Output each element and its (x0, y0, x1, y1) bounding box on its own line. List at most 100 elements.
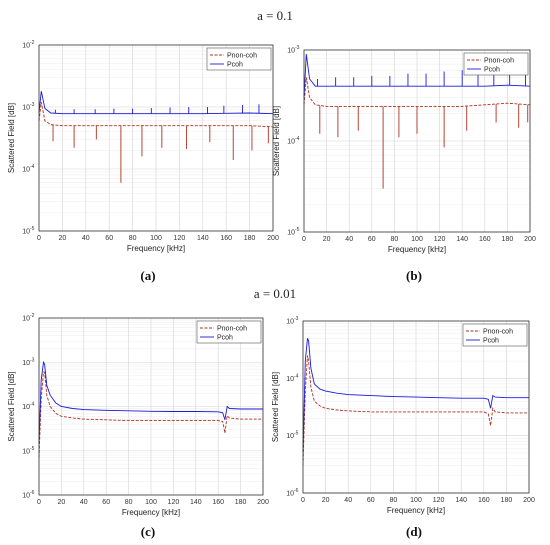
x-tick-label: 20 (322, 497, 330, 504)
legend-label: Pcoh (483, 338, 499, 345)
y-tick-exponent: -4 (30, 402, 35, 408)
panel-label-a: (a) (140, 268, 156, 283)
x-tick-label: 120 (433, 497, 445, 504)
x-tick-label: 140 (190, 499, 202, 506)
legend-box (196, 320, 262, 344)
y-tick-exponent: -4 (30, 164, 35, 170)
y-tick-exponent: -5 (295, 227, 300, 233)
x-tick-label: 200 (523, 497, 535, 504)
x-tick-label: 100 (145, 499, 157, 506)
legend-box (463, 52, 529, 76)
x-tick-label: 160 (479, 236, 491, 243)
x-tick-label: 180 (244, 235, 256, 242)
y-axis-label: Scattered Field [dB] (7, 371, 16, 441)
x-tick-label: 180 (502, 236, 514, 243)
panel-label-c: (c) (140, 524, 156, 539)
y-tick-label: 10 (22, 360, 30, 367)
y-tick-label: 10 (22, 167, 30, 174)
y-tick-label: 10 (22, 43, 30, 50)
series-line-pcoh (302, 338, 529, 453)
y-tick-label: 10 (22, 229, 30, 236)
panel-label-d: (d) (406, 524, 422, 539)
x-tick-label: 0 (37, 235, 41, 242)
y-tick-exponent: -3 (30, 102, 35, 108)
x-tick-label: 40 (82, 235, 90, 242)
x-tick-label: 60 (368, 236, 376, 243)
plot-frame (302, 320, 530, 494)
y-tick-label: 10 (22, 404, 30, 411)
y-tick-exponent: -2 (30, 313, 35, 319)
x-tick-label: 140 (197, 235, 209, 242)
x-tick-label: 160 (478, 497, 490, 504)
series-line-pnon-coh (303, 77, 531, 107)
x-tick-label: 40 (345, 236, 353, 243)
y-axis-label: Scattered Field [dB] (7, 103, 16, 173)
x-tick-label: 0 (302, 236, 306, 243)
y-tick-exponent: -3 (295, 45, 300, 51)
x-axis-label: Frequency [kHz] (387, 506, 445, 515)
y-tick-exponent: -3 (30, 357, 35, 363)
plot-frame (38, 317, 264, 496)
y-tick-exponent: -5 (30, 446, 35, 452)
legend-label: Pnon-coh (483, 329, 513, 336)
x-tick-label: 160 (220, 235, 232, 242)
legend-box (462, 323, 528, 347)
x-tick-label: 20 (58, 499, 66, 506)
x-tick-label: 80 (129, 235, 137, 242)
legend-label: Pnon-coh (217, 326, 247, 333)
y-tick-label: 10 (286, 376, 294, 383)
section-title-a-0-1: a = 0.1 (257, 8, 293, 23)
plot-frame (38, 44, 274, 232)
y-tick-exponent: -6 (294, 488, 299, 494)
x-tick-label: 180 (235, 499, 247, 506)
x-tick-label: 160 (212, 499, 224, 506)
series-line-pcoh (303, 54, 531, 98)
x-axis-label: Frequency [kHz] (122, 508, 180, 517)
x-tick-label: 80 (125, 499, 133, 506)
panel-label-b: (b) (406, 268, 422, 283)
x-tick-label: 0 (37, 499, 41, 506)
x-tick-label: 40 (344, 497, 352, 504)
y-tick-label: 10 (22, 493, 30, 500)
y-tick-exponent: -4 (295, 136, 300, 142)
y-axis-label: Scattered Field [dB] (271, 372, 280, 442)
y-tick-label: 10 (22, 105, 30, 112)
x-axis-label: Frequency [kHz] (127, 244, 185, 253)
x-tick-label: 100 (150, 235, 162, 242)
y-tick-exponent: -2 (30, 40, 35, 46)
x-tick-label: 200 (524, 236, 536, 243)
y-tick-exponent: -6 (30, 490, 35, 496)
x-tick-label: 100 (411, 236, 423, 243)
x-tick-label: 100 (410, 497, 422, 504)
y-tick-label: 10 (22, 316, 30, 323)
y-tick-label: 10 (286, 319, 294, 326)
legend-label: Pcoh (217, 335, 233, 342)
series-line-pcoh (38, 91, 274, 115)
x-tick-label: 20 (323, 236, 331, 243)
legend-label: Pcoh (484, 67, 500, 74)
series-line-pnon-coh (302, 355, 529, 466)
x-tick-label: 80 (391, 236, 399, 243)
y-tick-label: 10 (286, 491, 294, 498)
x-tick-label: 120 (174, 235, 186, 242)
x-tick-label: 60 (105, 235, 113, 242)
y-axis-label: Scattered Field [dB] (272, 106, 281, 176)
y-tick-label: 10 (287, 230, 295, 237)
legend-label: Pcoh (227, 62, 243, 69)
y-tick-exponent: -5 (30, 226, 35, 232)
section-title-a-0-01: a = 0.01 (253, 286, 297, 301)
x-tick-label: 120 (434, 236, 446, 243)
x-tick-label: 80 (390, 497, 398, 504)
legend-box (206, 47, 272, 71)
x-tick-label: 120 (168, 499, 180, 506)
y-tick-label: 10 (22, 448, 30, 455)
series-line-pcoh (38, 360, 263, 444)
y-tick-exponent: -5 (294, 431, 299, 437)
x-tick-label: 40 (80, 499, 88, 506)
x-tick-label: 140 (455, 497, 467, 504)
